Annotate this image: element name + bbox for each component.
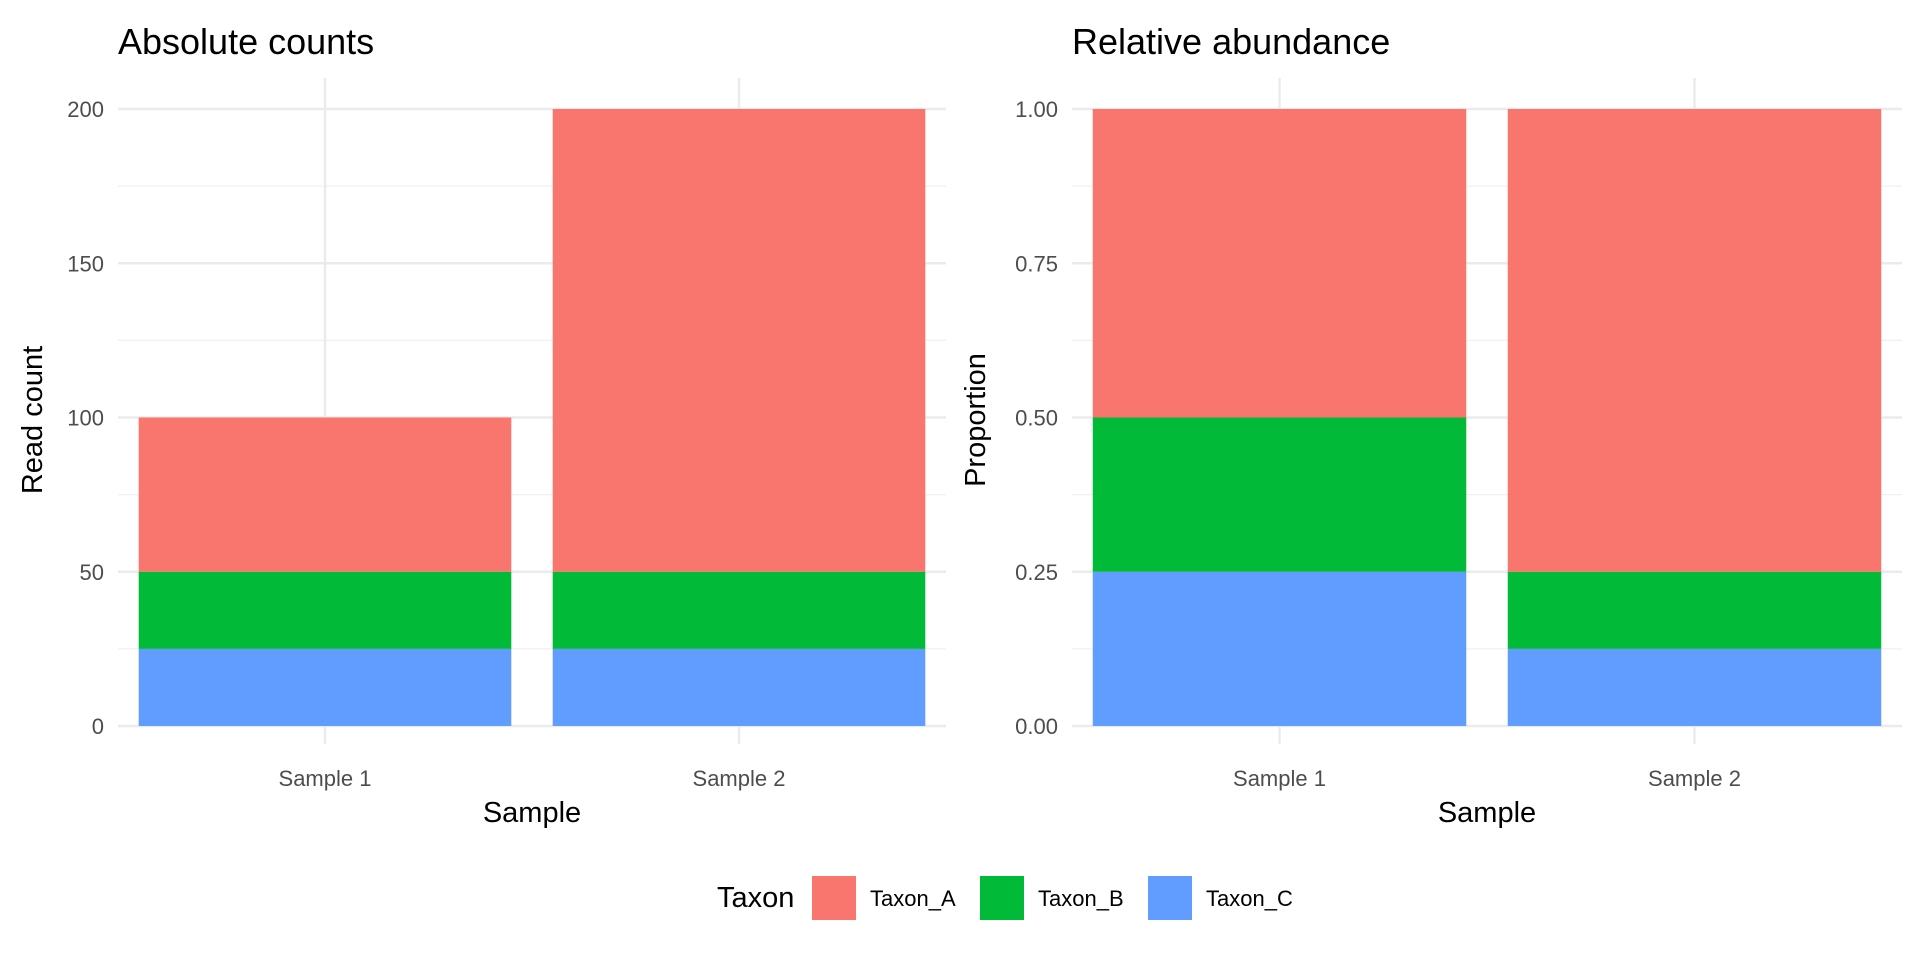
legend-label: Taxon_C <box>1206 886 1293 911</box>
x-tick-label: Sample 1 <box>1233 766 1326 791</box>
bar-taxon-b-sample-2 <box>1507 571 1882 649</box>
panel-absolute-counts: 0 50 100 150 200 Sample 1 Sample 2 Absolute cou… <box>17 21 946 829</box>
y-tick-label: 50 <box>80 560 104 585</box>
x-tick-label: Sample 2 <box>1648 766 1741 791</box>
y-axis-title: Proportion <box>960 353 992 487</box>
y-tick-label: 0.00 <box>1015 714 1058 739</box>
x-tick-label: Sample 2 <box>693 766 786 791</box>
legend-label: Taxon_B <box>1038 886 1124 911</box>
bar-taxon-b-sample-1 <box>1092 417 1467 572</box>
x-axis-title: Sample <box>483 797 581 829</box>
y-tick-label: 0.75 <box>1015 251 1058 276</box>
bar-taxon-c-sample-2 <box>1507 648 1882 726</box>
bar-taxon-c-sample-2 <box>552 648 926 726</box>
bar-taxon-c-sample-1 <box>138 648 512 726</box>
legend-key-taxon-b <box>980 876 1024 920</box>
bar-taxon-a-sample-2 <box>552 109 926 572</box>
x-tick-label: Sample 1 <box>279 766 372 791</box>
y-tick-label: 0.25 <box>1015 560 1058 585</box>
legend: Taxon Taxon_A Taxon_B Taxon_C <box>717 876 1293 920</box>
panel-relative-abundance: 0.00 0.25 0.50 0.75 1.00 Sample 1 Sample 2 Rela… <box>960 21 1902 829</box>
y-axis-title: Read count <box>17 346 49 494</box>
y-tick-label: 1.00 <box>1015 97 1058 122</box>
legend-label: Taxon_A <box>870 886 956 911</box>
panel-title: Absolute counts <box>118 21 374 62</box>
bar-taxon-b-sample-1 <box>138 571 512 649</box>
x-axis-title: Sample <box>1438 797 1536 829</box>
y-tick-label: 0 <box>92 714 104 739</box>
y-tick-label: 200 <box>67 97 104 122</box>
panel-title: Relative abundance <box>1072 21 1390 62</box>
bar-taxon-a-sample-1 <box>138 417 512 572</box>
legend-key-taxon-c <box>1148 876 1192 920</box>
legend-key-taxon-a <box>812 876 856 920</box>
bar-taxon-c-sample-1 <box>1092 571 1467 726</box>
y-tick-label: 150 <box>67 251 104 276</box>
y-tick-label: 100 <box>67 406 104 431</box>
bar-taxon-a-sample-2 <box>1507 109 1882 572</box>
y-tick-label: 0.50 <box>1015 406 1058 431</box>
bar-taxon-a-sample-1 <box>1092 109 1467 418</box>
legend-title: Taxon <box>717 882 794 914</box>
bar-taxon-b-sample-2 <box>552 571 926 649</box>
